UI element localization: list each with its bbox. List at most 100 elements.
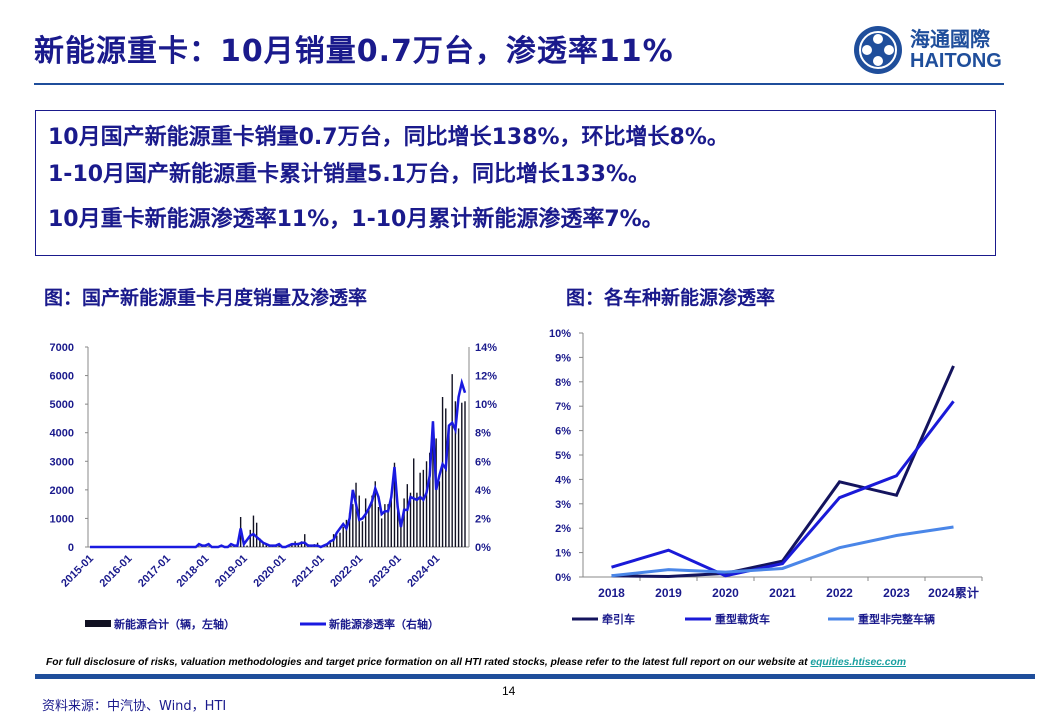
sales-bar	[419, 472, 421, 547]
legend-label: 重型非完整车辆	[858, 612, 935, 626]
sales-bar	[265, 544, 267, 547]
page-title: 新能源重卡：10月销量0.7万台，渗透率11%	[34, 34, 674, 69]
summary-line: 10月重卡新能源渗透率11%，1-10月累计新能源渗透率7%。	[48, 207, 664, 232]
sales-bar	[377, 507, 380, 547]
x-tick-label: 2019	[655, 586, 682, 600]
left-tick-label: 0	[68, 542, 74, 554]
source-note: 资料来源：中汽协、Wind，HTI	[42, 699, 227, 714]
y-tick-label: 1%	[555, 548, 571, 560]
y-tick-label: 5%	[555, 450, 571, 462]
sales-bar	[230, 546, 232, 547]
left-tick-label: 5000	[50, 399, 74, 411]
sales-bar	[348, 512, 351, 547]
right-tick-label: 0%	[475, 542, 491, 554]
right-tick-label: 8%	[475, 428, 491, 440]
footer-bar	[35, 674, 1035, 679]
sales-bar	[364, 498, 367, 547]
sales-bar	[451, 374, 453, 547]
sales-bar	[361, 521, 364, 547]
haitong-logo: 海通國際 HAITONG	[852, 24, 1002, 76]
right-tick-label: 12%	[475, 371, 497, 383]
sales-bar	[457, 428, 460, 547]
sales-bar	[259, 538, 261, 547]
x-tick-label: 2020-01	[251, 553, 288, 590]
legend-label: 牵引车	[602, 612, 635, 626]
right-tick-label: 10%	[475, 399, 497, 411]
right-tick-label: 14%	[475, 342, 497, 354]
left-tick-label: 1000	[50, 513, 74, 525]
x-tick-label: 2024-01	[405, 553, 442, 590]
series-line-2	[611, 400, 955, 578]
header-divider	[34, 83, 1004, 85]
sales-bar	[445, 408, 447, 547]
logo-cn: 海通國際	[910, 27, 990, 51]
y-tick-label: 6%	[555, 426, 571, 438]
x-tick-label: 2021-01	[290, 553, 327, 590]
sales-bar	[339, 532, 341, 547]
penetration-by-type-chart: 0% 1% 2% 3% 4% 5% 6% 7% 8% 9% 10% 2018 2019 2020 2021 2…	[549, 328, 983, 626]
x-tick-label: 2018-01	[174, 553, 211, 590]
sales-bar	[355, 482, 357, 547]
website-link[interactable]: equities.htisec.com	[810, 657, 906, 668]
sales-bar	[403, 498, 405, 547]
x-tick-label: 2023-01	[367, 553, 404, 590]
disclaimer-text: For full disclosure of risks, valuation …	[46, 657, 811, 668]
sales-bar	[400, 527, 402, 547]
x-tick-label: 2022	[826, 586, 853, 600]
summary-line: 1-10月国产新能源重卡累计销量5.1万台，同比增长133%。	[48, 162, 650, 187]
sales-bar	[464, 401, 466, 547]
sales-bar	[448, 428, 450, 547]
sales-bar	[371, 495, 373, 547]
left-tick-label: 6000	[50, 371, 74, 383]
right-tick-label: 4%	[475, 485, 491, 497]
x-tick-label: 2015-01	[59, 553, 96, 590]
sales-bar	[454, 401, 457, 547]
sales-bar	[207, 546, 210, 547]
left-tick-label: 3000	[50, 456, 74, 468]
x-tick-label: 2016-01	[98, 553, 135, 590]
x-tick-label: 2018	[598, 586, 625, 600]
sales-bar	[249, 529, 251, 547]
monthly-sales-chart: 0 1000 2000 3000 4000 5000 6000 7000 0% 2% 4% 6% 8% 1…	[50, 342, 498, 631]
x-tick-label: 2021	[769, 586, 796, 600]
legend-sales: 新能源合计（辆，左轴）	[114, 617, 235, 631]
haitong-emblem-icon	[854, 26, 902, 74]
sales-bar	[390, 495, 392, 547]
summary-box: 10月国产新能源重卡销量0.7万台，同比增长138%，环比增长8%。 1-10月…	[35, 110, 996, 256]
sales-bar	[380, 518, 383, 547]
right-tick-label: 6%	[475, 456, 491, 468]
sales-bar	[413, 458, 415, 547]
y-tick-label: 10%	[549, 328, 571, 340]
sales-bar	[252, 515, 255, 547]
summary-line: 10月国产新能源重卡销量0.7万台，同比增长138%，环比增长8%。	[48, 125, 729, 150]
sales-bar	[429, 452, 431, 547]
sales-bar	[255, 522, 258, 547]
sales-bar	[416, 492, 418, 547]
y-tick-label: 3%	[555, 499, 571, 511]
sales-bar	[368, 509, 370, 547]
sales-bar	[425, 461, 428, 547]
series-line-1	[611, 365, 955, 579]
y-tick-label: 4%	[555, 474, 571, 486]
sales-bar	[384, 504, 386, 547]
y-tick-label: 2%	[555, 523, 571, 535]
sales-bar	[342, 527, 344, 547]
sales-bar	[409, 492, 412, 547]
y-tick-label: 0%	[555, 572, 571, 584]
sales-bar	[422, 469, 425, 547]
page-number: 14	[502, 684, 516, 698]
sales-bar	[352, 504, 354, 547]
x-tick-label: 2019-01	[213, 553, 250, 590]
sales-bar	[387, 504, 389, 547]
left-tick-label: 7000	[50, 342, 74, 354]
chart2-title: 图：各车种新能源渗透率	[566, 287, 776, 309]
sales-bar	[441, 397, 444, 547]
legend-rate: 新能源渗透率（右轴）	[329, 617, 439, 631]
legend-label: 重型载货车	[715, 612, 770, 626]
sales-bar	[461, 402, 463, 547]
y-tick-label: 8%	[555, 377, 571, 389]
sales-bar	[358, 495, 360, 547]
sales-bar	[336, 535, 338, 547]
sales-bar	[345, 519, 348, 547]
